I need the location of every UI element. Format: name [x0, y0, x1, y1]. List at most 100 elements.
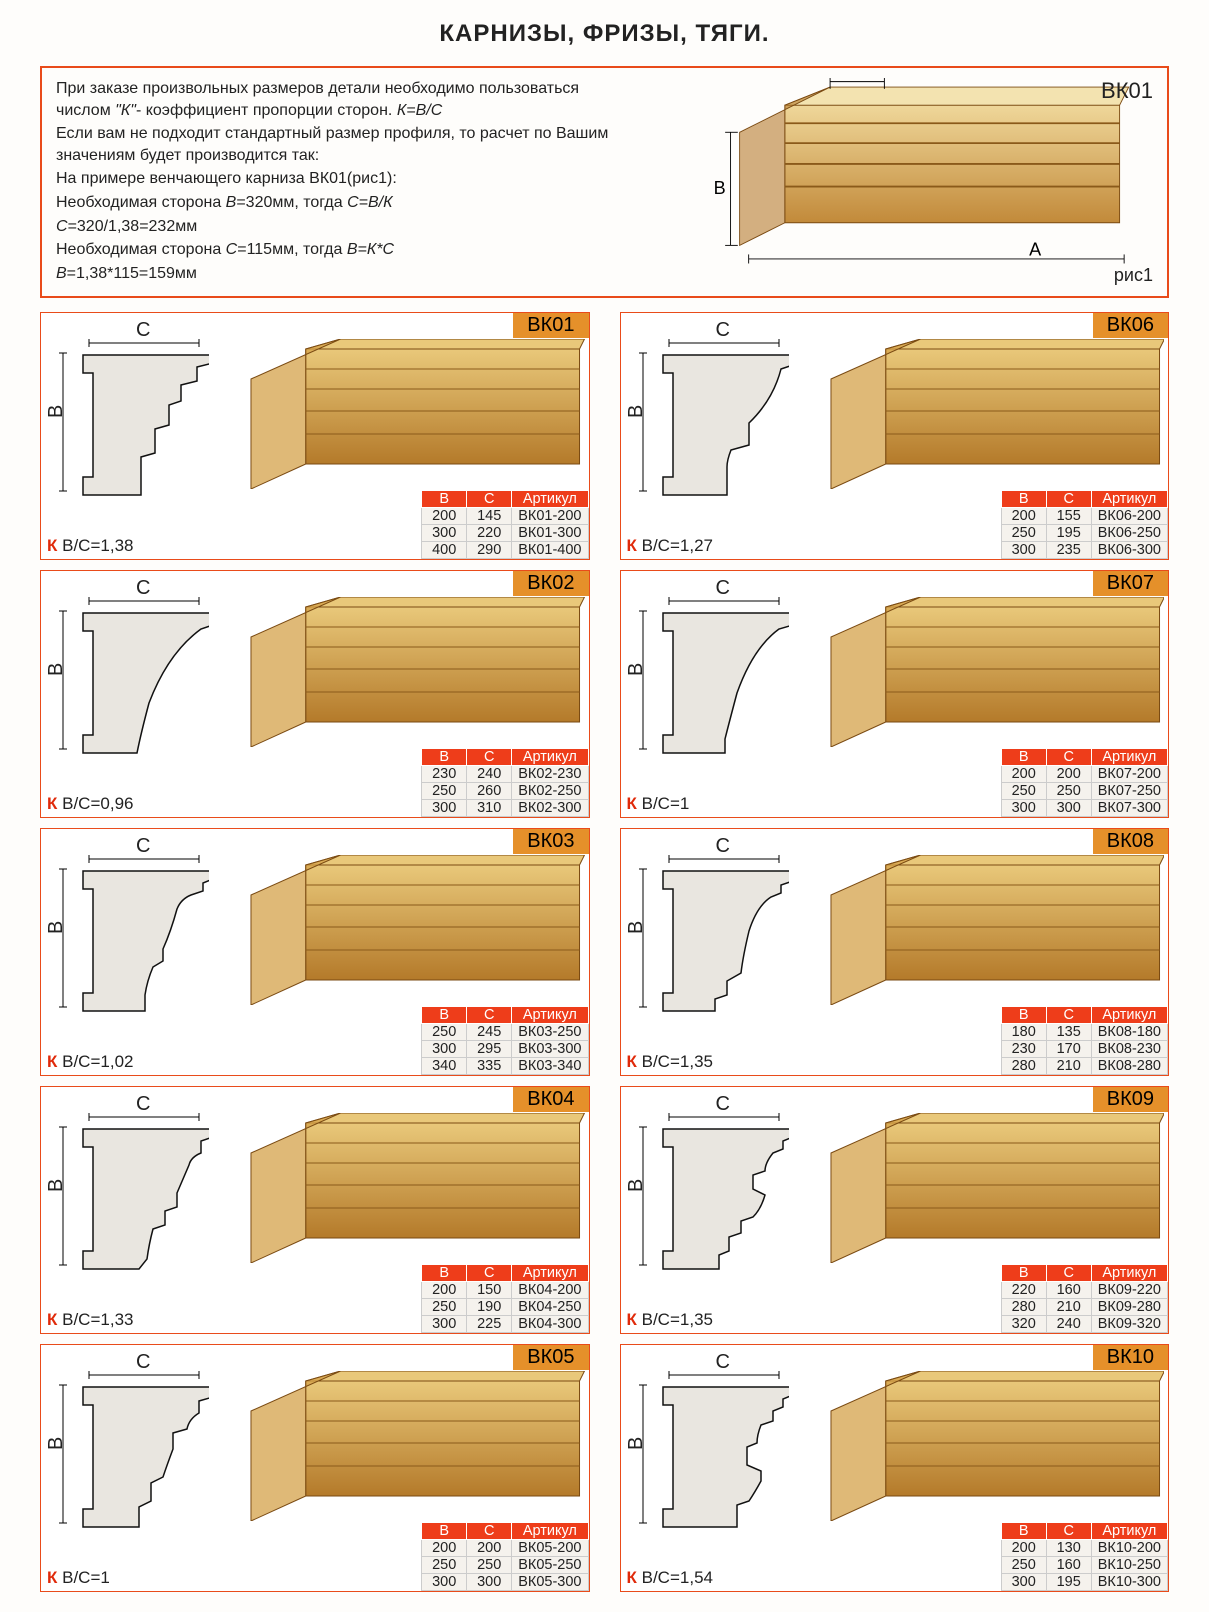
cornice-render [826, 597, 1165, 747]
table-row: 200 155 ВК06-200 [1001, 508, 1167, 525]
cell-c: 210 [1046, 1058, 1091, 1075]
cell-article: ВК02-250 [512, 783, 588, 800]
col-b: B [422, 491, 467, 508]
cornice-render [826, 339, 1165, 489]
cell-b: 200 [1001, 1540, 1046, 1557]
size-table: B C Артикул 200 130 ВК10-200 250 160 ВК1… [1001, 1522, 1168, 1591]
table-row: 340 335 ВК03-340 [422, 1058, 588, 1075]
cell-article: ВК08-230 [1091, 1041, 1167, 1058]
table-row: 250 160 ВК10-250 [1001, 1557, 1167, 1574]
cell-article: ВК05-300 [512, 1574, 588, 1591]
profile-area [59, 1371, 234, 1551]
ratio-label: К В/С=1,02 [47, 1052, 133, 1072]
table-row: 200 200 ВК07-200 [1001, 766, 1167, 783]
cell-c: 160 [1046, 1557, 1091, 1574]
k-letter: К [627, 1568, 637, 1587]
profile-svg [639, 597, 789, 767]
col-c: C [467, 1265, 512, 1282]
ratio-value: В/С=0,96 [62, 794, 133, 813]
product-code: ВК06 [1092, 313, 1168, 339]
table-row: 300 220 ВК01-300 [422, 525, 588, 542]
cell-article: ВК07-300 [1091, 800, 1167, 817]
cell-c: 160 [1046, 1282, 1091, 1299]
cell-c: 240 [467, 766, 512, 783]
profile-svg [59, 855, 209, 1025]
table-row: 400 290 ВК01-400 [422, 542, 588, 559]
render-area [826, 1113, 1165, 1263]
col-b: B [422, 1523, 467, 1540]
profile-area [59, 339, 234, 519]
ratio-value: В/С=1,02 [62, 1052, 133, 1071]
cell-c: 220 [467, 525, 512, 542]
cell-article: ВК02-230 [512, 766, 588, 783]
catalog-card: ВК02 С В [40, 570, 590, 818]
render-area [246, 597, 585, 747]
profile-area [59, 1113, 234, 1293]
ratio-label: К В/С=1,38 [47, 536, 133, 556]
cell-b: 280 [1001, 1299, 1046, 1316]
profile-area [639, 597, 814, 777]
ratio-label: К В/С=1,35 [627, 1310, 713, 1330]
table-row: 320 240 ВК09-320 [1001, 1316, 1167, 1333]
table-row: 300 300 ВК07-300 [1001, 800, 1167, 817]
svg-text:С: С [846, 78, 859, 82]
cell-b: 250 [1001, 1557, 1046, 1574]
cell-c: 245 [467, 1024, 512, 1041]
cell-article: ВК02-300 [512, 800, 588, 817]
col-article: Артикул [512, 491, 588, 508]
ratio-label: К В/С=1 [47, 1568, 110, 1588]
cell-c: 300 [1046, 800, 1091, 817]
col-c: C [1046, 1007, 1091, 1024]
cell-c: 200 [1046, 766, 1091, 783]
table-header: B C Артикул [422, 491, 588, 508]
intro-line: Если вам не подходит стандартный размер … [56, 123, 632, 166]
table-header: B C Артикул [422, 1523, 588, 1540]
cornice-render [246, 597, 585, 747]
cell-article: ВК06-250 [1091, 525, 1167, 542]
intro-fig-label: рис1 [1114, 265, 1153, 286]
svg-text:A: A [1029, 239, 1042, 259]
table-row: 230 170 ВК08-230 [1001, 1041, 1167, 1058]
k-letter: К [47, 536, 57, 555]
table-row: 180 135 ВК08-180 [1001, 1024, 1167, 1041]
size-table: B C Артикул 200 150 ВК04-200 250 190 ВК0… [421, 1264, 588, 1333]
cell-b: 250 [1001, 783, 1046, 800]
ratio-label: К В/С=1,54 [627, 1568, 713, 1588]
cell-c: 225 [467, 1316, 512, 1333]
catalog-card: ВК06 С В [620, 312, 1170, 560]
cell-b: 250 [422, 1557, 467, 1574]
intro-line: Необходимая сторона В=320мм, тогда С=В/К [56, 192, 632, 214]
profile-svg [59, 1113, 209, 1283]
cell-article: ВК04-250 [512, 1299, 588, 1316]
cell-b: 250 [422, 1299, 467, 1316]
col-c: C [1046, 749, 1091, 766]
ratio-label: К В/С=0,96 [47, 794, 133, 814]
cell-b: 200 [422, 1540, 467, 1557]
table-row: 300 225 ВК04-300 [422, 1316, 588, 1333]
col-b: B [422, 1007, 467, 1024]
intro-model-label: ВК01 [1101, 78, 1153, 104]
cell-c: 130 [1046, 1540, 1091, 1557]
cell-b: 300 [1001, 542, 1046, 559]
ratio-value: В/С=1,54 [642, 1568, 713, 1587]
size-table: B C Артикул 200 145 ВК01-200 300 220 ВК0… [421, 490, 588, 559]
intro-line: При заказе произвольных размеров детали … [56, 78, 632, 121]
col-b: B [1001, 749, 1046, 766]
cell-b: 180 [1001, 1024, 1046, 1041]
col-c: C [467, 749, 512, 766]
k-letter: К [627, 1052, 637, 1071]
table-header: B C Артикул [1001, 1007, 1167, 1024]
cell-article: ВК07-250 [1091, 783, 1167, 800]
cell-c: 195 [1046, 1574, 1091, 1591]
col-c: C [467, 491, 512, 508]
ratio-value: В/С=1 [642, 794, 690, 813]
profile-svg [59, 597, 209, 767]
table-header: B C Артикул [422, 1007, 588, 1024]
profile-svg [639, 855, 789, 1025]
col-b: B [422, 1265, 467, 1282]
table-header: B C Артикул [422, 1265, 588, 1282]
size-table: B C Артикул 250 245 ВК03-250 300 295 ВК0… [421, 1006, 588, 1075]
cell-article: ВК01-200 [512, 508, 588, 525]
k-letter: К [627, 1310, 637, 1329]
cell-b: 200 [422, 1282, 467, 1299]
